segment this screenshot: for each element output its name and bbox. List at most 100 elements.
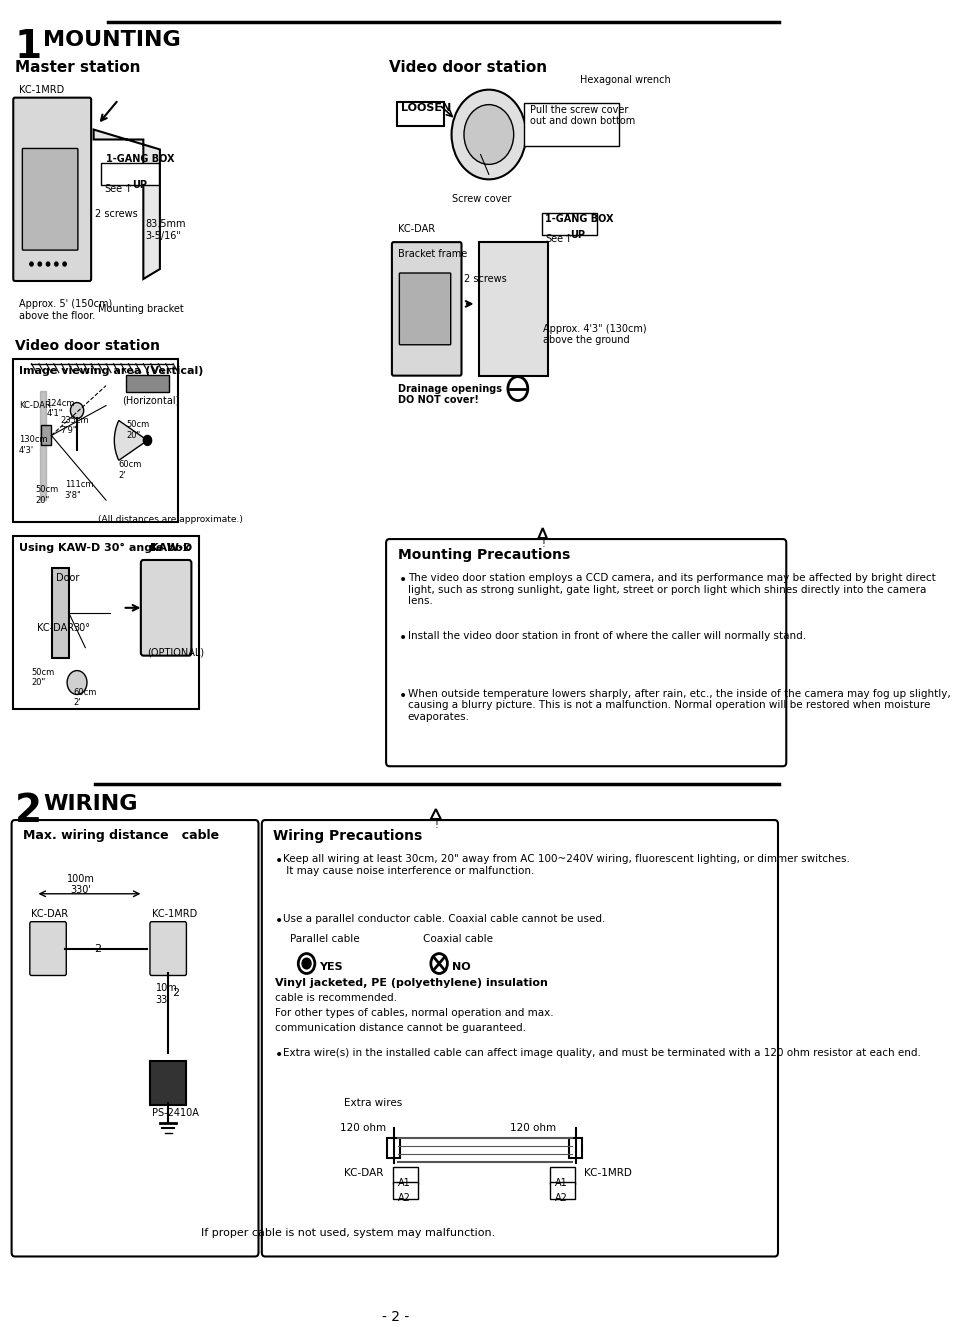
FancyBboxPatch shape	[22, 149, 78, 249]
Circle shape	[302, 958, 311, 969]
FancyBboxPatch shape	[13, 358, 178, 522]
Text: 2: 2	[15, 792, 42, 831]
Text: Drainage openings
DO NOT cover!: Drainage openings DO NOT cover!	[397, 384, 501, 405]
Text: A1: A1	[397, 1178, 410, 1188]
Text: UP: UP	[132, 180, 147, 190]
FancyBboxPatch shape	[13, 536, 198, 710]
Circle shape	[63, 261, 66, 265]
Polygon shape	[93, 130, 160, 279]
FancyBboxPatch shape	[541, 214, 597, 235]
FancyBboxPatch shape	[393, 1182, 417, 1198]
Circle shape	[298, 954, 314, 974]
Text: ↑: ↑	[123, 184, 132, 194]
FancyBboxPatch shape	[141, 560, 192, 656]
Circle shape	[431, 954, 447, 974]
Text: Approx. 4'3" (130cm)
above the ground: Approx. 4'3" (130cm) above the ground	[542, 324, 645, 345]
Text: Install the video door station in front of where the caller will normally stand.: Install the video door station in front …	[407, 630, 805, 641]
Text: NO: NO	[451, 962, 470, 971]
FancyBboxPatch shape	[393, 1166, 417, 1184]
Circle shape	[67, 670, 87, 694]
Text: Mounting Precautions: Mounting Precautions	[397, 548, 569, 563]
Text: •: •	[274, 855, 283, 868]
Text: 2 screws: 2 screws	[95, 210, 138, 219]
Text: When outside temperature lowers sharply, after rain, etc., the inside of the cam: When outside temperature lowers sharply,…	[407, 689, 949, 722]
Text: Approx. 5' (150cm)
above the floor.: Approx. 5' (150cm) above the floor.	[19, 299, 112, 321]
FancyBboxPatch shape	[399, 273, 450, 345]
Text: Hexagonal wrench: Hexagonal wrench	[579, 74, 670, 85]
Text: 83.5mm
3-5/16": 83.5mm 3-5/16"	[145, 219, 185, 240]
Text: KC-DAR: KC-DAR	[397, 224, 435, 234]
Text: 60cm
2': 60cm 2'	[118, 460, 142, 480]
Text: Vinyl jacketed, PE (polyethylene) insulation: Vinyl jacketed, PE (polyethylene) insula…	[274, 978, 547, 989]
Text: For other types of cables, normal operation and max.: For other types of cables, normal operat…	[274, 1009, 553, 1018]
Text: KC-DAR: KC-DAR	[31, 909, 69, 918]
Text: •: •	[274, 914, 283, 928]
Text: KC-1MRD: KC-1MRD	[583, 1168, 631, 1178]
Text: Use a parallel conductor cable. Coaxial cable cannot be used.: Use a parallel conductor cable. Coaxial …	[283, 914, 605, 924]
Circle shape	[54, 261, 58, 265]
Text: PS-2410A: PS-2410A	[152, 1108, 198, 1119]
Text: If proper cable is not used, system may malfunction.: If proper cable is not used, system may …	[201, 1227, 495, 1238]
Text: Video door station: Video door station	[15, 338, 160, 353]
Text: Pull the screw cover
out and down bottom: Pull the screw cover out and down bottom	[530, 105, 635, 126]
Text: Parallel cable: Parallel cable	[290, 934, 359, 943]
Circle shape	[463, 105, 513, 165]
Text: MOUNTING: MOUNTING	[43, 31, 181, 50]
Text: KC-1MRD: KC-1MRD	[152, 909, 196, 918]
Text: 1-GANG BOX: 1-GANG BOX	[544, 214, 613, 224]
Text: 50cm
20": 50cm 20"	[35, 486, 59, 504]
Text: (OPTIONAL): (OPTIONAL)	[148, 648, 204, 658]
FancyBboxPatch shape	[150, 922, 186, 975]
Circle shape	[38, 261, 41, 265]
Circle shape	[143, 435, 152, 446]
Text: 1: 1	[15, 28, 42, 66]
Text: UP: UP	[570, 230, 584, 240]
Text: - 2 -: - 2 -	[381, 1310, 409, 1324]
Bar	[41, 426, 51, 446]
Text: 120 ohm: 120 ohm	[339, 1123, 385, 1133]
Text: 120 ohm: 120 ohm	[509, 1123, 555, 1133]
Text: Mounting bracket: Mounting bracket	[97, 304, 183, 314]
Text: KAW-D: KAW-D	[150, 543, 192, 553]
Text: Max. wiring distance   cable: Max. wiring distance cable	[23, 829, 219, 843]
FancyBboxPatch shape	[478, 242, 548, 376]
Text: A1: A1	[555, 1178, 567, 1188]
Text: Bracket frame: Bracket frame	[397, 249, 466, 259]
Text: 10m
33': 10m 33'	[155, 983, 177, 1005]
Circle shape	[507, 377, 527, 401]
Circle shape	[71, 402, 84, 418]
Bar	[52, 568, 69, 658]
Text: (Horizontal): (Horizontal)	[123, 395, 180, 406]
Text: KC-1MRD: KC-1MRD	[19, 85, 64, 94]
Text: 50cm
20": 50cm 20"	[31, 667, 54, 687]
Text: LOOSEN: LOOSEN	[400, 102, 451, 113]
Text: KC-DAR: KC-DAR	[19, 401, 51, 410]
FancyBboxPatch shape	[261, 820, 778, 1257]
Text: 2: 2	[172, 989, 179, 998]
Text: Wiring Precautions: Wiring Precautions	[274, 829, 422, 843]
Circle shape	[30, 261, 33, 265]
FancyBboxPatch shape	[30, 922, 66, 975]
Text: 130cm
4'3': 130cm 4'3'	[19, 435, 48, 455]
Text: Extra wire(s) in the installed cable can affect image quality, and must be termi: Extra wire(s) in the installed cable can…	[283, 1048, 921, 1058]
Text: A2: A2	[397, 1193, 410, 1202]
Text: Image viewing area (Vertical): Image viewing area (Vertical)	[19, 366, 203, 376]
Text: ↑: ↑	[563, 234, 572, 244]
Text: Keep all wiring at least 30cm, 20" away from AC 100~240V wiring, fluorescent lig: Keep all wiring at least 30cm, 20" away …	[283, 855, 849, 876]
Text: •: •	[274, 1048, 283, 1062]
FancyBboxPatch shape	[550, 1166, 575, 1184]
Text: A2: A2	[555, 1193, 567, 1202]
Text: 235cm
7'9": 235cm 7'9"	[60, 415, 89, 435]
Text: (All distances are approximate.): (All distances are approximate.)	[97, 515, 242, 524]
Text: The video door station employs a CCD camera, and its performance may be affected: The video door station employs a CCD cam…	[407, 573, 934, 606]
FancyBboxPatch shape	[386, 539, 785, 766]
Text: See: See	[104, 184, 122, 194]
FancyBboxPatch shape	[13, 98, 91, 281]
FancyBboxPatch shape	[396, 102, 444, 126]
FancyBboxPatch shape	[524, 102, 618, 146]
Text: •: •	[399, 573, 407, 587]
Text: KC-DAR: KC-DAR	[343, 1168, 383, 1178]
Bar	[569, 1139, 582, 1158]
Text: Extra wires: Extra wires	[343, 1097, 401, 1108]
Polygon shape	[431, 809, 440, 819]
